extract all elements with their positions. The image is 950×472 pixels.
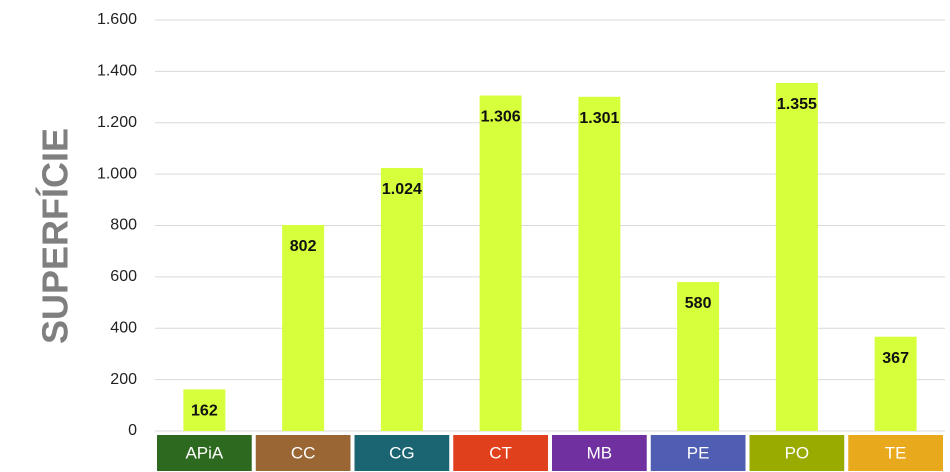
x-tick-label: TE — [885, 443, 907, 462]
bar — [677, 282, 720, 431]
bar — [874, 336, 917, 431]
y-tick-label: 800 — [110, 217, 137, 234]
y-tick-label: 0 — [128, 422, 137, 439]
category-box — [749, 435, 845, 471]
category-box — [453, 435, 548, 471]
value-label: 162 — [191, 403, 218, 420]
y-tick-label: 1.200 — [97, 114, 137, 131]
category-box — [157, 435, 252, 471]
value-label: 1.355 — [777, 96, 817, 113]
value-label: 802 — [290, 238, 317, 255]
y-axis-label: SUPERFÍCIE — [35, 128, 76, 344]
bar — [380, 167, 423, 431]
x-tick-label: PO — [785, 443, 810, 462]
bar — [578, 96, 621, 431]
y-tick-label: 1.600 — [97, 11, 137, 28]
category-box — [354, 435, 450, 471]
x-tick-label: CC — [291, 443, 316, 462]
x-tick-label: CG — [389, 443, 415, 462]
bar — [775, 82, 818, 431]
value-label: 367 — [882, 350, 909, 367]
bar — [183, 389, 226, 431]
y-tick-label: 200 — [110, 371, 137, 388]
category-box — [650, 435, 746, 471]
y-tick-label: 400 — [110, 319, 137, 336]
x-tick-label: MB — [587, 443, 613, 462]
y-tick-label: 1.000 — [97, 165, 137, 182]
category-box — [848, 435, 943, 471]
value-label: 580 — [685, 295, 712, 312]
bar — [479, 95, 522, 432]
bar — [282, 224, 325, 431]
value-label: 1.301 — [579, 110, 619, 127]
y-tick-label: 1.400 — [97, 63, 137, 80]
category-box — [552, 435, 647, 471]
x-tick-label: CT — [489, 443, 512, 462]
value-label: 1.306 — [481, 109, 521, 126]
y-tick-label: 600 — [110, 268, 137, 285]
x-tick-label: PE — [687, 443, 710, 462]
value-label: 1.024 — [382, 181, 422, 198]
category-box — [255, 435, 351, 471]
x-tick-label: APiA — [185, 443, 223, 462]
